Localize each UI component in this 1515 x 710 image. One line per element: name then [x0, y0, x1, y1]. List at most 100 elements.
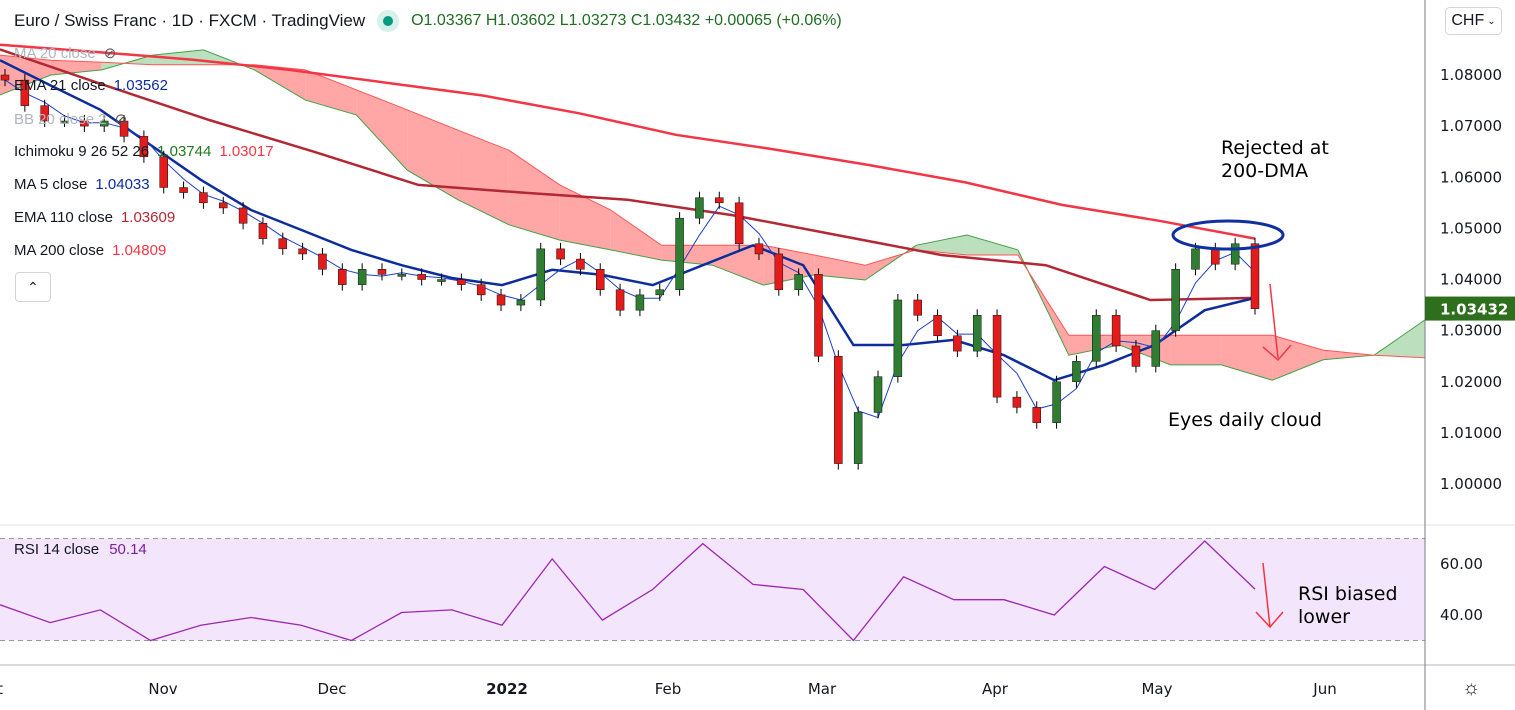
price-tick: 1.02000	[1440, 373, 1502, 391]
candle	[99, 120, 109, 127]
price-tick: 1.06000	[1440, 168, 1502, 186]
legend-item[interactable]: MA 5 close 1.04033	[14, 176, 150, 193]
candle	[258, 223, 268, 239]
candle	[1131, 345, 1141, 367]
chart-header: Euro / Swiss Franc · 1D · FXCM · Trading…	[14, 10, 842, 32]
candle	[556, 248, 565, 260]
price-tick: 1.07000	[1440, 117, 1502, 135]
annotation-rsi[interactable]: RSI biased lower	[1298, 583, 1398, 629]
chevron-up-icon: ⌃	[27, 278, 39, 295]
candle	[873, 376, 883, 413]
candle	[774, 253, 784, 290]
price-tick: 1.03000	[1440, 322, 1502, 340]
ichimoku-cloud-segment	[1170, 335, 1222, 365]
ichimoku-cloud-segment	[356, 89, 408, 171]
annotation-rsi-line1: RSI biased	[1298, 583, 1398, 605]
candle	[298, 248, 307, 255]
legend-label: MA 20 close	[14, 45, 96, 62]
currency-selector[interactable]: CHF ⌄	[1445, 7, 1502, 35]
candle	[893, 299, 903, 377]
legend-item[interactable]: EMA 110 close 1.03609	[14, 209, 175, 226]
candle	[576, 258, 585, 270]
ma5-line	[4, 79, 1256, 419]
candle	[139, 136, 149, 158]
time-tick: Mar	[808, 680, 837, 698]
candle	[715, 197, 724, 204]
legend-item[interactable]: BB 20 close 2 ⊘	[14, 110, 127, 128]
candle	[1111, 315, 1121, 347]
candle	[615, 289, 625, 311]
ichimoku-span-b	[0, 54, 1426, 359]
candle	[516, 299, 526, 306]
price-tick: 1.05000	[1440, 219, 1502, 237]
price-tick: 1.08000	[1440, 66, 1502, 84]
annotation-rejected-line2: 200-DMA	[1221, 160, 1309, 182]
candle	[437, 279, 446, 282]
candle	[278, 238, 288, 250]
legend-item[interactable]: Ichimoku 9 26 52 26 1.03744 1.03017	[14, 143, 274, 160]
candle	[1092, 315, 1101, 362]
ema110-line	[0, 48, 1256, 302]
candle	[417, 274, 426, 280]
candle	[357, 269, 367, 285]
rsi-arrow-head	[1255, 611, 1284, 629]
eye-hidden-icon[interactable]: ⊘	[114, 111, 128, 128]
candle	[754, 243, 764, 255]
legend-label: Ichimoku 9 26 52 26	[14, 143, 150, 160]
candle	[1230, 243, 1240, 265]
candle	[814, 274, 823, 357]
ichimoku-cloud-segment	[1374, 319, 1425, 358]
candle	[972, 315, 982, 352]
candle	[496, 294, 506, 306]
candle	[1052, 381, 1061, 423]
ichimoku-cloud-segment	[559, 184, 611, 250]
settings-icon[interactable]: ☼	[1462, 677, 1481, 699]
open-value: O1.03367	[411, 12, 482, 29]
collapse-legend-button[interactable]: ⌃	[15, 272, 51, 302]
candle	[834, 355, 843, 464]
legend-item[interactable]: MA 20 close ⊘	[14, 44, 116, 62]
rsi-tick: 60.00	[1440, 555, 1483, 573]
rsi-band	[0, 538, 1425, 641]
candle	[635, 294, 645, 311]
ichimoku-cloud-segment	[966, 235, 1018, 255]
ichimoku-cloud-segment	[1323, 350, 1375, 360]
change-value: +0.00065 (+0.06%)	[704, 12, 842, 29]
eye-hidden-icon[interactable]: ⊘	[103, 45, 117, 62]
candle	[0, 74, 10, 81]
currency-label: CHF	[1451, 12, 1485, 29]
candle	[1250, 243, 1260, 309]
candle	[595, 269, 605, 290]
legend-item[interactable]: MA 200 close 1.04809	[14, 242, 166, 259]
candle	[1012, 396, 1022, 408]
candle	[179, 187, 188, 193]
symbol-title[interactable]: Euro / Swiss Franc · 1D · FXCM · Trading…	[14, 11, 366, 30]
annotation-cloud[interactable]: Eyes daily cloud	[1168, 409, 1322, 431]
candle	[695, 197, 704, 219]
time-tick: Dec	[317, 680, 346, 698]
close-value: C1.03432	[630, 12, 701, 29]
legend-label: BB 20 close 2	[14, 111, 107, 128]
time-tick: Nov	[148, 680, 177, 698]
ichimoku-cloud-segment	[1221, 335, 1273, 381]
price-tick: 1.00000	[1440, 475, 1502, 493]
candle	[734, 202, 744, 244]
candle	[199, 192, 208, 204]
candle	[338, 269, 347, 285]
annotation-rejected[interactable]: Rejected at 200-DMA	[1221, 137, 1329, 183]
legend-value: 1.03562	[113, 77, 168, 94]
candle	[238, 207, 248, 224]
candle	[853, 412, 863, 464]
time-tick: Oct	[0, 680, 3, 698]
candle	[933, 315, 942, 337]
legend-item[interactable]: EMA 21 close 1.03562	[14, 77, 168, 94]
annotation-rejected-line1: Rejected at	[1221, 137, 1329, 159]
low-value: L1.03273	[559, 12, 627, 29]
ma200-line	[0, 43, 1256, 240]
rsi-legend-label: RSI 14 close	[14, 541, 100, 558]
candle	[80, 120, 89, 127]
rsi-legend[interactable]: RSI 14 close 50.14	[14, 541, 147, 558]
legend-label: MA 5 close	[14, 176, 88, 193]
ichimoku-span-a	[0, 49, 1426, 381]
